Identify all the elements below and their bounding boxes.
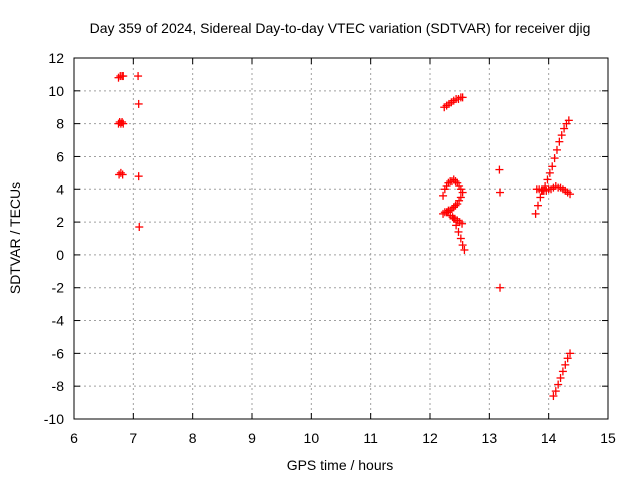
- x-axis-ticks: 6 7 8 9 10 11 12 13 14 15: [70, 58, 616, 446]
- x-tick-label: 12: [422, 430, 438, 446]
- x-tick-label: 13: [482, 430, 498, 446]
- data-point: [545, 168, 554, 177]
- data-point: [561, 360, 570, 369]
- data-point: [135, 223, 144, 232]
- data-point: [558, 367, 567, 376]
- data-series: [114, 72, 575, 401]
- y-axis-label: SDTVAR / TECUs: [7, 182, 23, 294]
- data-point: [495, 165, 504, 174]
- data-point: [566, 190, 575, 199]
- data-point: [454, 227, 463, 236]
- data-point: [551, 387, 560, 396]
- data-point: [451, 177, 460, 186]
- y-tick-label: 8: [56, 116, 64, 132]
- data-point: [134, 99, 143, 108]
- x-tick-label: 8: [189, 430, 197, 446]
- data-point: [116, 168, 125, 177]
- data-point: [496, 283, 505, 292]
- data-point: [118, 170, 127, 179]
- data-point: [458, 93, 467, 102]
- x-tick-label: 14: [541, 430, 557, 446]
- y-tick-label: 12: [48, 50, 64, 66]
- data-point: [560, 124, 569, 133]
- data-point: [554, 380, 563, 389]
- grid-lines: [74, 58, 608, 419]
- data-point: [548, 162, 557, 171]
- plot-frame: [73, 57, 609, 420]
- x-tick-label: 11: [363, 430, 378, 446]
- x-tick-label: 9: [248, 430, 256, 446]
- x-tick-label: 6: [70, 430, 78, 446]
- x-tick-label: 15: [600, 430, 616, 446]
- y-tick-label: -2: [52, 280, 65, 296]
- y-tick-label: -6: [52, 345, 65, 361]
- y-tick-label: 6: [56, 148, 64, 164]
- data-point: [531, 209, 540, 218]
- data-point: [556, 373, 565, 382]
- data-point: [564, 116, 573, 125]
- data-point: [563, 354, 572, 363]
- y-axis-ticks: -10 -8 -6 -4 -2 0 2 4 6 8 10 12: [44, 50, 608, 427]
- y-tick-label: 10: [48, 83, 64, 99]
- data-point: [550, 154, 559, 163]
- data-point: [552, 145, 561, 154]
- y-tick-label: 2: [56, 214, 64, 230]
- x-tick-label: 10: [304, 430, 320, 446]
- data-point: [458, 219, 467, 228]
- data-point: [118, 117, 127, 126]
- y-tick-label: -8: [52, 378, 65, 394]
- data-point: [114, 73, 123, 82]
- data-point: [460, 245, 469, 254]
- data-point: [557, 131, 566, 140]
- data-point: [134, 72, 143, 81]
- data-point: [555, 137, 564, 146]
- data-point: [444, 178, 453, 187]
- y-tick-label: 4: [56, 181, 64, 197]
- data-point: [119, 72, 128, 81]
- x-axis-label: GPS time / hours: [287, 457, 394, 473]
- data-point: [439, 191, 448, 200]
- data-point: [456, 234, 465, 243]
- y-tick-label: 0: [56, 247, 64, 263]
- data-point: [536, 193, 545, 202]
- data-point: [119, 119, 128, 128]
- data-point: [496, 188, 505, 197]
- chart-title: Day 359 of 2024, Sidereal Day-to-day VTE…: [90, 20, 591, 36]
- y-tick-label: -10: [44, 411, 64, 427]
- x-tick-label: 7: [129, 430, 137, 446]
- data-point: [543, 175, 552, 184]
- data-point: [134, 172, 143, 181]
- y-tick-label: -4: [52, 313, 65, 329]
- data-point: [458, 188, 467, 197]
- data-point: [533, 201, 542, 210]
- data-point: [439, 209, 448, 218]
- data-point: [549, 392, 558, 401]
- data-point: [447, 204, 456, 213]
- data-point: [458, 241, 467, 250]
- data-point: [566, 349, 575, 358]
